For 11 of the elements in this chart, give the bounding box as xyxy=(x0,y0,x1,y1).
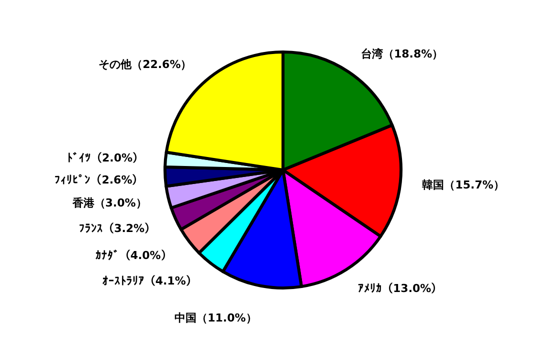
slice-label: 香港（3.0%） xyxy=(71,196,147,210)
slice-label: 台湾（18.8%） xyxy=(360,48,444,61)
slice-label: 中国（11.0%） xyxy=(174,312,257,325)
slice-label: ﾄﾞｲﾂ（2.0%） xyxy=(67,152,144,165)
slice-label: ｶﾅﾀﾞ（4.0%） xyxy=(95,249,172,262)
slice-label: ｵｰｽﾄﾗﾘｱ（4.1%） xyxy=(102,274,197,288)
slice-label: 韓国（15.7%） xyxy=(422,178,504,192)
slice-label: ｱﾒﾘｶ（13.0%） xyxy=(358,282,442,296)
slice-label: ﾌﾗﾝｽ（3.2%） xyxy=(79,222,156,236)
slice-label: ﾌｨﾘﾋﾟﾝ（2.6%） xyxy=(54,174,144,187)
slice-label: その他（22.6%） xyxy=(98,58,192,71)
